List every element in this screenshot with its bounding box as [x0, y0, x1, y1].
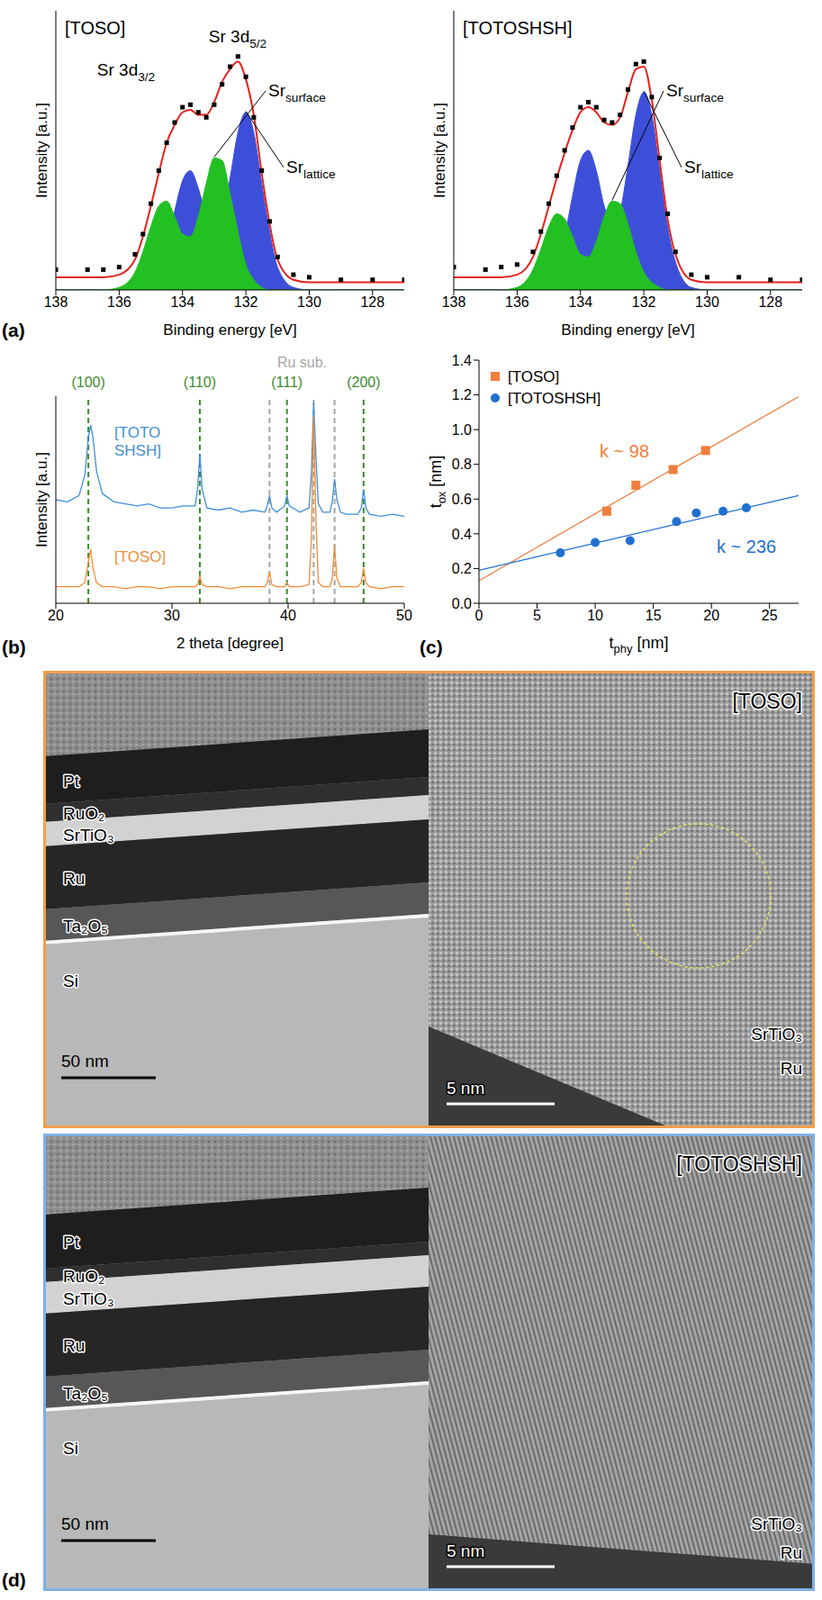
svg-text:5 nm: 5 nm — [446, 1541, 485, 1561]
svg-text:SrTiO₃: SrTiO₃ — [750, 1514, 803, 1534]
svg-text:15: 15 — [645, 607, 662, 624]
svg-text:Sr 3d5/2: Sr 3d5/2 — [208, 27, 267, 51]
svg-text:Pt: Pt — [63, 771, 81, 791]
svg-text:SrTiO₃: SrTiO₃ — [750, 1024, 803, 1044]
svg-text:Intensity [a.u.]: Intensity [a.u.] — [431, 102, 449, 199]
svg-text:[TOSO]: [TOSO] — [64, 18, 126, 38]
svg-text:RuO₂: RuO₂ — [63, 1266, 105, 1286]
svg-text:(200): (200) — [346, 374, 380, 390]
svg-text:20: 20 — [47, 607, 64, 624]
svg-text:Ta₂O₅: Ta₂O₅ — [63, 916, 109, 936]
html-text:(b): (b) — [1, 636, 26, 658]
svg-text:134: 134 — [568, 294, 593, 310]
svg-text:50 nm: 50 nm — [61, 1514, 109, 1534]
svg-text:[TOTOSHSH]: [TOTOSHSH] — [676, 1152, 803, 1176]
svg-text:Ta₂O₅: Ta₂O₅ — [63, 1383, 109, 1403]
svg-text:130: 130 — [297, 294, 322, 310]
svg-text:Ru: Ru — [63, 1336, 85, 1355]
svg-text:0.0: 0.0 — [451, 596, 472, 612]
svg-text:[TOSO]: [TOSO] — [114, 548, 166, 566]
svg-text:0.4: 0.4 — [451, 526, 472, 542]
svg-text:Ru: Ru — [780, 1058, 803, 1078]
svg-text:30: 30 — [163, 607, 181, 624]
svg-text:Ru: Ru — [780, 1543, 803, 1563]
svg-text:Srlattice: Srlattice — [684, 157, 734, 181]
svg-text:Srsurface: Srsurface — [666, 81, 724, 105]
svg-text:Binding energy [eV]: Binding energy [eV] — [560, 321, 695, 339]
svg-text:1.2: 1.2 — [451, 387, 472, 403]
svg-text:k ~ 236: k ~ 236 — [716, 536, 777, 557]
svg-text:5: 5 — [532, 607, 542, 624]
svg-text:1.4: 1.4 — [451, 352, 472, 369]
svg-text:132: 132 — [632, 294, 657, 310]
svg-text:(111): (111) — [270, 374, 303, 390]
svg-text:SrTiO₃: SrTiO₃ — [63, 825, 115, 845]
svg-text:0.8: 0.8 — [451, 456, 472, 472]
svg-text:0.2: 0.2 — [451, 560, 472, 577]
svg-text:Pt: Pt — [63, 1232, 81, 1252]
svg-text:Si: Si — [63, 971, 79, 991]
svg-text:Sr 3d3/2: Sr 3d3/2 — [97, 60, 155, 84]
svg-text:Intensity [a.u.]: Intensity [a.u.] — [33, 451, 51, 548]
svg-text:Srsurface: Srsurface — [268, 81, 326, 105]
svg-text:[TOTOSHSH]: [TOTOSHSH] — [507, 389, 601, 407]
html-text:(a): (a) — [1, 319, 25, 341]
svg-text:5 nm: 5 nm — [446, 1078, 485, 1098]
svg-text:134: 134 — [170, 294, 195, 310]
svg-text:136: 136 — [505, 294, 530, 310]
svg-text:50: 50 — [396, 607, 413, 624]
html-text:(d): (d) — [1, 1569, 26, 1590]
svg-text:[TOTO: [TOTO — [114, 424, 161, 442]
svg-text:[TOSO]: [TOSO] — [507, 368, 560, 386]
svg-text:128: 128 — [360, 294, 385, 310]
svg-text:10: 10 — [587, 607, 604, 624]
svg-text:128: 128 — [758, 294, 783, 310]
svg-text:0: 0 — [475, 607, 484, 624]
svg-text:40: 40 — [280, 607, 297, 624]
svg-text:(100): (100) — [71, 374, 105, 390]
svg-text:50 nm: 50 nm — [61, 1051, 109, 1071]
svg-text:Srlattice: Srlattice — [286, 157, 336, 181]
svg-text:Ru sub.: Ru sub. — [277, 354, 327, 371]
svg-text:Ru: Ru — [63, 868, 85, 888]
svg-text:132: 132 — [234, 294, 259, 310]
svg-text:20: 20 — [703, 607, 720, 624]
svg-text:Binding energy [eV]: Binding energy [eV] — [162, 321, 297, 339]
html-text:(c): (c) — [419, 636, 443, 658]
svg-text:136: 136 — [107, 294, 132, 310]
svg-text:1.0: 1.0 — [451, 422, 472, 438]
svg-text:130: 130 — [695, 294, 720, 310]
svg-text:[TOSO]: [TOSO] — [731, 689, 803, 714]
svg-text:tox [nm]: tox [nm] — [426, 455, 449, 509]
svg-text:138: 138 — [44, 294, 69, 310]
svg-text:SHSH]: SHSH] — [114, 442, 162, 460]
svg-text:RuO₂: RuO₂ — [63, 803, 105, 823]
svg-text:25: 25 — [761, 607, 778, 624]
svg-text:SrTiO₃: SrTiO₃ — [63, 1289, 115, 1309]
svg-text:[TOTOSHSH]: [TOTOSHSH] — [462, 18, 573, 38]
svg-text:0.6: 0.6 — [451, 491, 472, 507]
svg-text:Intensity [a.u.]: Intensity [a.u.] — [33, 102, 51, 199]
svg-text:k ~ 98: k ~ 98 — [599, 441, 650, 461]
svg-text:138: 138 — [442, 294, 467, 310]
svg-text:(110): (110) — [183, 374, 217, 390]
svg-text:Si: Si — [63, 1438, 79, 1458]
svg-text:2 theta [degree]: 2 theta [degree] — [176, 634, 284, 652]
svg-text:tphy [nm]: tphy [nm] — [609, 633, 669, 656]
